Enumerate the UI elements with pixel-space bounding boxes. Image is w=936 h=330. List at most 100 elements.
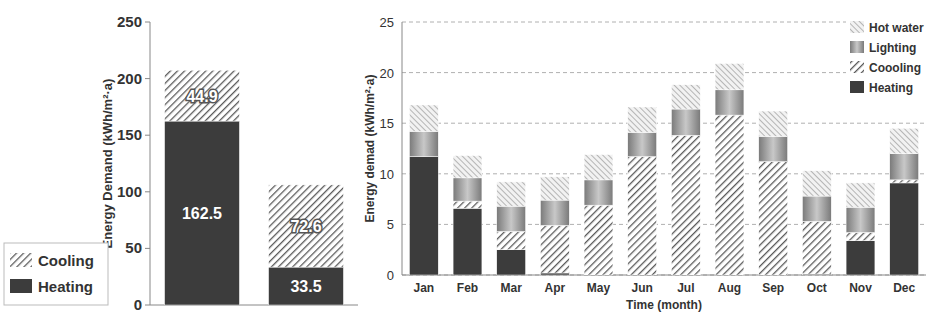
legend-label: Heating: [869, 81, 913, 95]
bar-segment: [802, 196, 831, 221]
data-labels: 162.5 44.9 33.5 72.6: [182, 88, 322, 295]
bar-segment: [497, 206, 526, 231]
bar-segment: [584, 180, 613, 205]
legend-swatch: [850, 21, 864, 33]
legend-label: Hot water: [869, 21, 924, 35]
bar-segment: [540, 177, 569, 200]
x-tick-label: Jun: [631, 281, 652, 295]
bar-segment: [715, 90, 744, 115]
x-axis-label: Time (month): [626, 298, 702, 312]
tick-mark: [145, 78, 150, 79]
bar-segment: [497, 231, 526, 249]
data-label: 44.9: [186, 88, 217, 105]
bar-segment: [715, 115, 744, 275]
legend-label: Cooling: [38, 252, 94, 269]
data-label: 33.5: [290, 278, 321, 295]
bars: [165, 70, 344, 305]
bar-segment: [269, 185, 344, 267]
y-tick-label: 200: [117, 70, 142, 87]
bar-segment: [671, 135, 700, 275]
bar-segment: [409, 105, 438, 131]
bar-segment: [715, 63, 744, 89]
bars: [409, 63, 918, 275]
bar-segment: [759, 111, 788, 136]
legend-swatch: [10, 279, 32, 293]
bar-segment: [890, 183, 919, 275]
bar-segment: [802, 171, 831, 196]
tick-mark: [145, 135, 150, 136]
legend-swatch: [850, 41, 864, 53]
x-tick-label: May: [587, 281, 611, 295]
bar-segment: [846, 183, 875, 207]
x-tick-label: Sep: [762, 281, 784, 295]
bar-segment: [890, 154, 919, 180]
y-axis: [402, 22, 403, 275]
bar-segment: [846, 207, 875, 232]
y-tick-label: 150: [117, 126, 142, 143]
bar-segment: [628, 132, 657, 156]
y-tick-label: 50: [125, 239, 142, 256]
x-tick-label: Dec: [893, 281, 915, 295]
chart-1: 0510152025Energy demad (kWh/m²·a)Time (m…: [363, 15, 926, 312]
chart-0: 0 50 100 150 200 250 Energy Demand (kWh/m²·a) 1…: [4, 13, 358, 313]
legend-swatch: [850, 61, 864, 73]
bar-segment: [584, 205, 613, 275]
y-tick-label: 5: [387, 217, 394, 232]
legend-swatch: [10, 253, 32, 267]
y-tick-label: 0: [134, 296, 142, 313]
bar-segment: [453, 208, 482, 275]
y-axis-label: Energy Demand (kWh/m²·a): [100, 79, 115, 249]
bar-segment: [453, 156, 482, 178]
x-tick-label: Mar: [500, 281, 522, 295]
bar-segment: [409, 131, 438, 156]
bar-segment: [890, 180, 919, 183]
y-axis: [150, 22, 151, 305]
y-tick-label: 100: [117, 183, 142, 200]
legend-label: Coooling: [869, 61, 921, 75]
bar-segment: [846, 232, 875, 240]
data-label: 72.6: [290, 218, 321, 235]
bar-segment: [497, 250, 526, 275]
bar-segment: [453, 178, 482, 201]
bar-segment: [671, 109, 700, 135]
bar-segment: [497, 182, 526, 206]
legend-swatch: [850, 81, 864, 93]
y-tick-label: 10: [380, 167, 394, 182]
y-tick-label: 25: [380, 15, 394, 30]
tick-mark: [145, 191, 150, 192]
bar-segment: [540, 225, 569, 273]
x-tick-label: Aug: [718, 281, 741, 295]
bar-segment: [540, 273, 569, 275]
legend: Hot water Lighting Coooling Heating: [846, 16, 926, 102]
x-tick-label: Feb: [457, 281, 478, 295]
x-tick-label: Jan: [413, 281, 434, 295]
x-tick-label: Jul: [677, 281, 694, 295]
legend-box: [4, 243, 108, 305]
bar-segment: [628, 157, 657, 275]
y-tick-label: 0: [387, 268, 394, 283]
bar-segment: [846, 241, 875, 275]
bar-segment: [759, 136, 788, 161]
tick-mark: [145, 248, 150, 249]
legend-label: Heating: [38, 278, 93, 295]
bar-segment: [165, 121, 240, 305]
legend-box: [846, 16, 926, 102]
bar-segment: [269, 267, 344, 305]
legend: Cooling Heating: [4, 243, 108, 305]
bar-segment: [671, 85, 700, 109]
y-tick-label: 20: [380, 66, 394, 81]
tick-mark: [145, 22, 150, 23]
x-tick-label: Nov: [849, 281, 872, 295]
legend-label: Lighting: [869, 41, 916, 55]
bar-segment: [628, 107, 657, 132]
chart-canvas: 050100150200250Energy Demand (kWh/m²·a)1…: [0, 0, 936, 330]
tick-mark: [145, 305, 150, 306]
y-tick-label: 250: [117, 13, 142, 30]
y-tick-label: 15: [380, 116, 394, 131]
data-label: 162.5: [182, 205, 222, 222]
bar-segment: [409, 157, 438, 275]
bar-segment: [890, 128, 919, 153]
bar-segment: [802, 221, 831, 274]
x-tick-label: Apr: [544, 281, 565, 295]
bar-segment: [759, 162, 788, 275]
